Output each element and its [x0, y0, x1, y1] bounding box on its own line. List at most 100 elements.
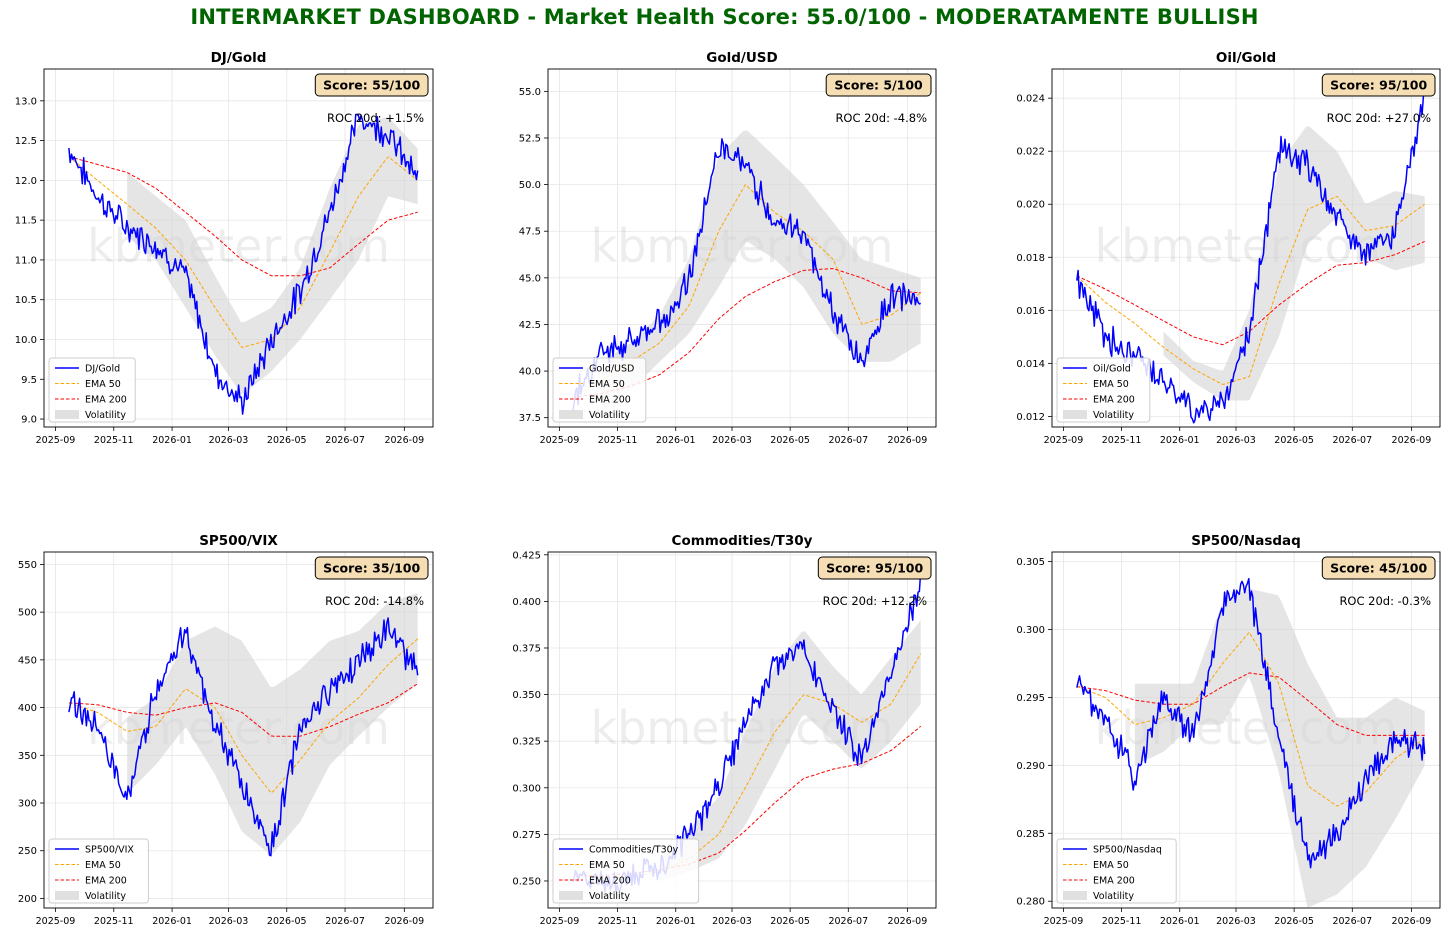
legend: DJ/Gold EMA 50 EMA 200 Volatility [48, 357, 136, 423]
x-tick-label: 2026-05 [770, 916, 810, 927]
legend-label: DJ/Gold [85, 364, 120, 375]
volatility-band [127, 117, 418, 395]
y-tick-label: 250 [18, 846, 37, 857]
y-tick-label: 0.425 [512, 550, 541, 561]
ema50-line [68, 638, 419, 794]
y-tick-label: 11.0 [15, 255, 37, 266]
x-tick-label: 2026-07 [325, 435, 365, 446]
score-text: Score: 5/100 [834, 78, 923, 93]
plot-frame [1051, 68, 1441, 428]
y-tick-label: 0.020 [1016, 200, 1045, 211]
y-tick-label: 9.0 [21, 415, 37, 426]
x-tick-label: 2026-05 [267, 916, 307, 927]
legend-box [48, 838, 149, 904]
legend-swatch [1063, 891, 1087, 900]
x-tick-label: 2025-11 [1102, 916, 1142, 927]
x-tick-label: 2026-09 [1392, 435, 1432, 446]
volatility-band [1163, 126, 1425, 401]
legend-label: EMA 200 [1093, 395, 1135, 406]
legend-label: EMA 50 [589, 860, 625, 871]
y-tick-label: 0.018 [1016, 253, 1045, 264]
plot-content: kbmeter.com [572, 571, 922, 893]
y-tick-label: 0.290 [1016, 761, 1045, 772]
score-badge [1321, 556, 1436, 580]
roc-text: ROC 20d: +12.2% [823, 594, 927, 608]
plot-frame [43, 68, 434, 428]
y-tick-label: 0.280 [1016, 897, 1045, 908]
x-tick-label: 2025-11 [598, 916, 638, 927]
plot-content: kbmeter.com [1076, 87, 1426, 424]
price-line [1076, 87, 1426, 424]
plot-frame [547, 68, 937, 428]
y-tick-label: 0.375 [512, 643, 541, 654]
x-tick-label: 2025-09 [1044, 435, 1084, 446]
x-tick-label: 2026-01 [1160, 435, 1200, 446]
ema200-line [68, 156, 418, 277]
roc-text: ROC 20d: +1.5% [327, 111, 424, 125]
x-tick-label: 2026-05 [1274, 916, 1314, 927]
x-tick-label: 2026-01 [152, 916, 192, 927]
legend-label: Volatility [1093, 891, 1134, 902]
x-tick-label: 2026-01 [656, 916, 696, 927]
y-tick-label: 0.400 [512, 597, 541, 608]
legend-swatch [55, 891, 79, 900]
y-tick-label: 45.0 [519, 273, 541, 284]
x-tick-label: 2025-11 [94, 916, 134, 927]
price-line [1076, 577, 1426, 869]
y-tick-label: 0.014 [1016, 359, 1045, 370]
y-tick-label: 0.325 [512, 737, 541, 748]
x-tick-label: 2025-09 [540, 916, 580, 927]
legend-label: EMA 200 [85, 876, 127, 887]
x-tick-label: 2026-01 [1160, 916, 1200, 927]
plot-content: kbmeter.com [68, 593, 419, 857]
x-tick-label: 2026-09 [1392, 916, 1432, 927]
price-line [68, 617, 419, 857]
legend: Gold/USD EMA 50 EMA 200 Volatility [552, 357, 647, 423]
legend-box [552, 838, 700, 904]
x-tick-label: 2025-11 [1102, 435, 1142, 446]
y-tick-label: 0.305 [1016, 557, 1045, 568]
x-tick-label: 2026-05 [267, 435, 307, 446]
legend-label: SP500/VIX [85, 845, 134, 856]
price-line [68, 113, 419, 415]
score-badge [825, 73, 932, 97]
y-tick-label: 350 [18, 751, 37, 762]
x-tick-label: 2026-03 [209, 916, 249, 927]
y-tick-label: 0.300 [1016, 625, 1045, 636]
roc-text: ROC 20d: -0.3% [1339, 594, 1431, 608]
chart-title: Gold/USD [706, 50, 777, 66]
score-text: Score: 95/100 [826, 561, 923, 576]
legend-label: Volatility [589, 891, 630, 902]
y-tick-label: 0.285 [1016, 829, 1045, 840]
plot-content: kbmeter.com [68, 113, 419, 415]
legend-box [552, 357, 647, 423]
x-tick-label: 2026-07 [1332, 435, 1372, 446]
legend-label: Volatility [85, 410, 126, 421]
x-tick-label: 2026-03 [712, 435, 752, 446]
y-tick-label: 50.0 [519, 180, 541, 191]
y-tick-label: 0.295 [1016, 693, 1045, 704]
legend-box [1056, 357, 1151, 423]
chart-panel-commodities-t30y: 0.250 0.275 0.300 0.325 0.350 0.375 0.400 0.425… [512, 533, 937, 927]
chart-title: Oil/Gold [1216, 50, 1276, 66]
score-badge [314, 556, 429, 580]
x-tick-label: 2026-05 [1274, 435, 1314, 446]
ema200-line [572, 267, 921, 398]
x-tick-label: 2026-03 [1216, 916, 1256, 927]
y-tick-label: 55.0 [519, 87, 541, 98]
price-line [572, 138, 922, 411]
x-tick-label: 2026-07 [828, 435, 868, 446]
score-text: Score: 35/100 [323, 561, 420, 576]
legend: SP500/Nasdaq EMA 50 EMA 200 Volatility [1056, 838, 1177, 904]
volatility-band [1134, 589, 1425, 908]
x-tick-label: 2026-03 [209, 435, 249, 446]
ema50-line [1076, 631, 1425, 807]
y-tick-label: 40.0 [519, 367, 541, 378]
ema200-line [68, 683, 418, 737]
legend-label: Volatility [85, 891, 126, 902]
legend: Oil/Gold EMA 50 EMA 200 Volatility [1056, 357, 1151, 423]
dashboard-title: INTERMARKET DASHBOARD - Market Health Sc… [190, 5, 1259, 29]
y-tick-label: 12.0 [15, 176, 37, 187]
chart-panel-dj-gold: 9.0 9.5 10.0 10.5 11.0 11.5 12.0 12.5 13.0 2025-0… [15, 50, 434, 446]
